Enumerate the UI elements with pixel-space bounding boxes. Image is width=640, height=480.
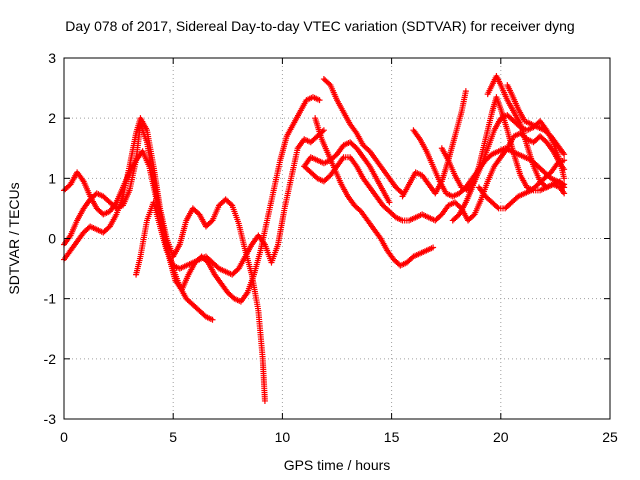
data-point	[326, 80, 333, 87]
y-tick-label: 0	[48, 231, 56, 247]
data-point	[561, 157, 568, 164]
x-tick-label: 20	[493, 429, 509, 445]
data-point	[386, 199, 393, 206]
data-point	[561, 151, 568, 158]
chart-title: Day 078 of 2017, Sidereal Day-to-day VTE…	[65, 18, 575, 34]
data-point	[320, 127, 327, 134]
data-point	[209, 316, 216, 323]
x-tick-label: 5	[169, 429, 177, 445]
data-point	[316, 97, 323, 104]
data-point	[561, 190, 568, 197]
grid-lines	[64, 58, 610, 419]
data-point	[227, 201, 234, 208]
data-point	[561, 184, 568, 191]
data-point	[494, 204, 501, 211]
data-point	[470, 212, 477, 219]
x-tick-label: 15	[384, 429, 400, 445]
x-tick-label: 10	[275, 429, 291, 445]
y-tick-label: -1	[44, 291, 57, 307]
y-tick-label: 2	[48, 110, 56, 126]
axis-ticks: 0 5 10 15 20 25 -3 -2 -1 0 1 2 3	[44, 50, 618, 445]
x-tick-label: 0	[60, 429, 68, 445]
data-point	[208, 218, 215, 225]
y-tick-label: 1	[48, 170, 56, 186]
x-tick-label: 25	[602, 429, 618, 445]
y-tick-label: 3	[48, 50, 56, 66]
data-point	[261, 397, 268, 404]
y-axis-label: SDTVAR / TECUs	[6, 182, 22, 294]
data-point	[462, 88, 469, 95]
data-points	[61, 73, 568, 404]
y-tick-label: -3	[44, 411, 57, 427]
y-tick-label: -2	[44, 351, 57, 367]
data-point	[561, 175, 568, 182]
x-axis-label: GPS time / hours	[284, 457, 391, 473]
data-point	[430, 244, 437, 251]
